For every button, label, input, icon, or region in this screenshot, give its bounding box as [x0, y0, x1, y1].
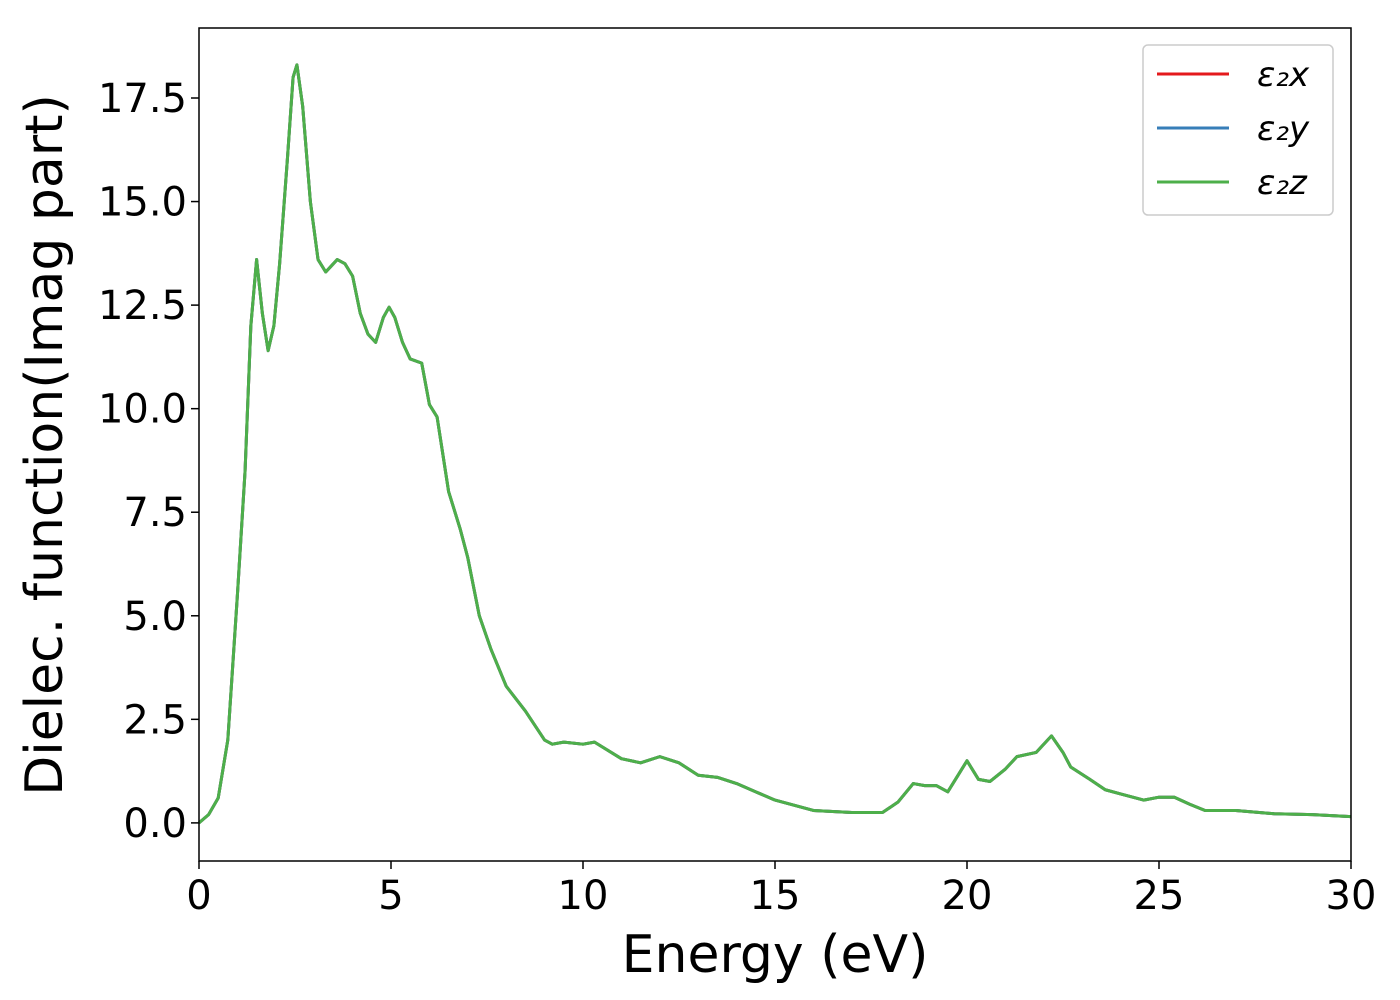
y-axis-label: Dielec. function(Imag part) [15, 94, 75, 796]
y-tick-label: 5.0 [123, 594, 187, 640]
data-line [198, 63, 1352, 825]
x-tick-label: 5 [378, 873, 403, 919]
x-tick-label: 0 [186, 873, 211, 919]
x-tick-label: 15 [750, 873, 801, 919]
y-tick-label: 10.0 [98, 387, 187, 433]
plot-frame [198, 27, 1352, 862]
y-tick-label: 0.0 [123, 801, 187, 847]
y-tick-label: 7.5 [123, 490, 187, 536]
y-tick-label: 15.0 [98, 180, 187, 226]
y-tick-label: 17.5 [98, 76, 187, 122]
x-tick-label: 20 [942, 873, 993, 919]
x-tick-label: 30 [1326, 873, 1377, 919]
y-tick-label: 2.5 [123, 697, 187, 743]
x-tick-label: 10 [558, 873, 609, 919]
legend-label: ε₂z [1257, 163, 1308, 203]
x-tick-label: 25 [1134, 873, 1185, 919]
legend-label: ε₂y [1257, 109, 1310, 149]
legend-box [1142, 44, 1334, 216]
x-axis-label: Energy (eV) [622, 925, 929, 985]
legend-label: ε₂x [1257, 55, 1310, 95]
y-tick-label: 12.5 [98, 283, 187, 329]
